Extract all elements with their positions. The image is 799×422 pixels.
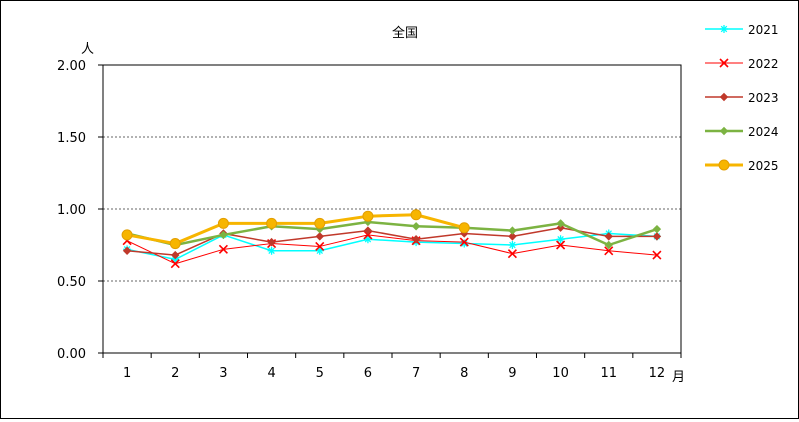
data-point-2024 xyxy=(652,224,662,234)
series-line-2022 xyxy=(126,234,657,265)
data-point-2021 xyxy=(315,246,324,255)
data-point-2021 xyxy=(363,235,372,244)
x-tick-label: 5 xyxy=(316,366,324,381)
x-tick-label: 4 xyxy=(267,366,275,381)
y-tick-label: 0.50 xyxy=(57,275,86,290)
data-point-2024 xyxy=(219,230,228,240)
data-point-2022 xyxy=(363,230,373,240)
series-group xyxy=(121,209,662,269)
legend-item-2021: 2021 xyxy=(705,23,779,37)
data-point-2025 xyxy=(169,238,181,250)
legend-marker xyxy=(719,92,729,102)
data-point-2024 xyxy=(508,226,517,235)
series-line-2021 xyxy=(126,232,657,261)
gridlines xyxy=(103,136,681,282)
legend-label: 2023 xyxy=(748,91,779,105)
x-tick-label: 2 xyxy=(171,366,179,381)
legend-label: 2024 xyxy=(748,125,779,139)
x-tick-label: 11 xyxy=(600,366,617,381)
data-point-2022 xyxy=(459,237,469,247)
data-point-2024 xyxy=(411,222,421,231)
data-point-2022 xyxy=(315,241,325,252)
data-point-2025 xyxy=(314,217,326,229)
data-point-2021 xyxy=(556,235,565,244)
axes xyxy=(98,64,682,358)
data-point-2023 xyxy=(652,232,662,241)
data-point-2021 xyxy=(267,246,276,255)
y-tick-label: 0.00 xyxy=(57,347,86,362)
x-tick-labels: 1 2 3 4 5 6 7 8 9 10 11 12 xyxy=(123,366,665,381)
data-point-2024 xyxy=(604,240,613,250)
x-tick-label: 7 xyxy=(412,366,420,381)
series-line-2025 xyxy=(126,213,465,246)
chart-title: 全国 xyxy=(392,25,418,41)
x-tick-label: 3 xyxy=(219,366,227,381)
data-point-2025 xyxy=(410,209,422,221)
y-tick-label: 1.50 xyxy=(57,131,86,146)
data-point-2022 xyxy=(556,240,566,250)
legend: 2021 2022 2023 2024 2025 xyxy=(705,23,779,173)
x-tick-label: 10 xyxy=(552,366,569,381)
data-point-2023 xyxy=(604,232,613,241)
data-point-2025 xyxy=(217,217,229,229)
data-point-2024 xyxy=(556,219,565,228)
data-point-2022 xyxy=(170,259,180,269)
data-point-2025 xyxy=(362,210,374,222)
data-point-2022 xyxy=(652,250,662,260)
data-point-2025 xyxy=(121,229,133,241)
data-point-2023 xyxy=(508,232,517,241)
x-tick-label: 6 xyxy=(364,366,372,381)
x-tick-label: 1 xyxy=(123,366,131,381)
legend-label: 2022 xyxy=(748,57,779,71)
data-point-2025 xyxy=(458,222,470,234)
data-point-2023 xyxy=(556,223,565,232)
data-point-2023 xyxy=(122,246,132,255)
legend-marker xyxy=(720,25,728,33)
data-point-2022 xyxy=(218,244,228,254)
data-point-2023 xyxy=(315,232,324,241)
data-point-2023 xyxy=(411,235,421,244)
legend-item-2025: 2025 xyxy=(705,159,779,173)
legend-item-2024: 2024 xyxy=(705,125,779,139)
data-point-2022 xyxy=(507,249,517,259)
legend-marker xyxy=(718,159,730,171)
series-2025 xyxy=(121,209,470,250)
data-point-2021 xyxy=(460,239,469,248)
y-tick-label: 2.00 xyxy=(57,59,86,74)
legend-label: 2021 xyxy=(748,23,779,37)
data-point-2025 xyxy=(266,217,278,229)
y-axis-label: 人 xyxy=(81,42,94,57)
legend-label: 2025 xyxy=(748,159,779,173)
y-tick-labels: 0.00 0.50 1.00 1.50 2.00 xyxy=(57,59,86,362)
data-point-2023 xyxy=(363,226,373,235)
legend-marker xyxy=(719,126,729,136)
series-2022 xyxy=(122,230,662,269)
legend-marker xyxy=(719,58,729,68)
data-point-2022 xyxy=(604,246,614,256)
legend-item-2022: 2022 xyxy=(705,57,779,71)
x-tick-label: 9 xyxy=(508,366,516,381)
series-line-2024 xyxy=(126,220,658,247)
legend-item-2023: 2023 xyxy=(705,91,779,105)
data-point-2021 xyxy=(508,241,517,249)
data-point-2023 xyxy=(267,237,276,247)
x-axis-label: 月 xyxy=(672,370,685,385)
x-tick-label: 8 xyxy=(460,366,468,381)
y-tick-label: 1.00 xyxy=(57,203,86,218)
data-point-2023 xyxy=(171,250,180,260)
x-tick-label: 12 xyxy=(649,366,666,381)
